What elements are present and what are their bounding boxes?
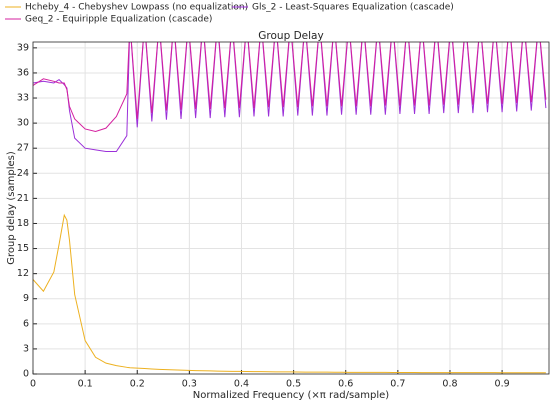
x-tick-label: 0.4 (234, 379, 249, 390)
x-tick-label: 0 (30, 379, 36, 390)
x-axis-label: Normalized Frequency (×π rad/sample) (193, 390, 390, 401)
legend-label: Geq_2 - Equiripple Equalization (cascade… (25, 15, 212, 25)
x-tick-label: 0.7 (390, 379, 405, 390)
y-tick-label: 27 (17, 143, 29, 154)
legend-label: Hcheby_4 - Chebyshev Lowpass (no equaliz… (25, 3, 248, 13)
y-tick-label: 36 (17, 67, 29, 78)
y-tick-label: 12 (17, 268, 29, 279)
plot-lines (33, 42, 547, 374)
plot-area (33, 42, 549, 374)
x-tick-label: 0.8 (442, 379, 457, 390)
y-axis-label: Group delay (samples) (6, 151, 17, 265)
y-tick-label: 0 (23, 369, 29, 380)
y-tick-label: 3 (23, 343, 29, 354)
x-tick-label: 0.2 (130, 379, 145, 390)
series-line (33, 42, 547, 132)
y-tick-label: 30 (17, 118, 29, 129)
y-tick-label: 21 (17, 193, 29, 204)
x-tick-label: 0.5 (286, 379, 301, 390)
y-tick-label: 33 (17, 93, 29, 104)
x-tick-label: 0.6 (338, 379, 353, 390)
y-tick-label: 6 (23, 318, 29, 329)
x-tick-label: 0.3 (182, 379, 197, 390)
y-tick-label: 15 (17, 243, 29, 254)
x-tick-label: 0.1 (78, 379, 93, 390)
x-tick-label: 0.9 (495, 379, 510, 390)
y-tick-label: 18 (17, 218, 29, 229)
legend-label: Gls_2 - Least-Squares Equalization (casc… (252, 3, 454, 13)
series-line (33, 213, 546, 374)
y-tick-label: 9 (23, 293, 29, 304)
y-tick-label: 24 (17, 168, 29, 179)
chart-title: Group Delay (258, 30, 323, 42)
y-tick-label: 39 (17, 42, 29, 53)
plot-border (32, 41, 550, 375)
